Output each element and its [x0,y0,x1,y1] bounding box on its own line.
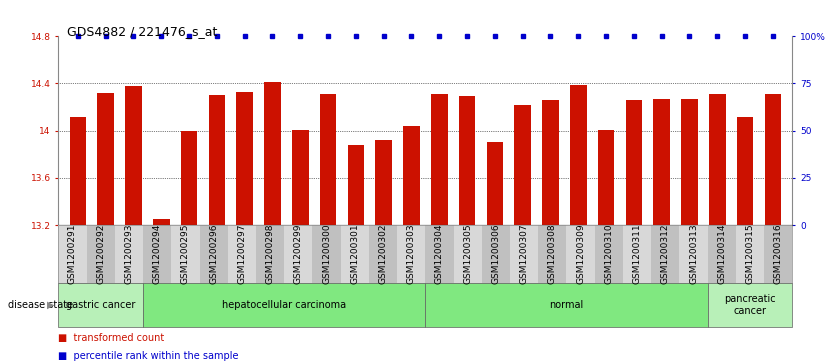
Bar [765,94,781,363]
Text: GSM1200296: GSM1200296 [209,224,219,284]
Text: GSM1200311: GSM1200311 [632,224,641,285]
Text: GSM1200309: GSM1200309 [576,224,585,285]
Bar [459,97,475,363]
Text: pancreatic
cancer: pancreatic cancer [724,294,776,316]
Bar [709,94,726,363]
Text: ■  percentile rank within the sample: ■ percentile rank within the sample [58,351,239,361]
Bar [542,100,559,363]
Text: normal: normal [550,300,584,310]
Text: GSM1200293: GSM1200293 [124,224,133,284]
Text: GSM1200314: GSM1200314 [717,224,726,284]
Text: ▶: ▶ [47,300,54,310]
Text: GSM1200295: GSM1200295 [181,224,190,284]
Bar [292,130,309,363]
Bar [598,130,615,363]
Bar [570,85,586,363]
Text: GSM1200306: GSM1200306 [491,224,500,285]
Text: GSM1200297: GSM1200297 [238,224,246,284]
Text: GSM1200294: GSM1200294 [153,224,162,284]
Text: GSM1200300: GSM1200300 [322,224,331,285]
Text: GSM1200310: GSM1200310 [605,224,613,285]
Bar [626,100,642,363]
Bar [486,142,503,363]
Text: gastric cancer: gastric cancer [66,300,135,310]
Text: GSM1200308: GSM1200308 [548,224,557,285]
Text: GSM1200291: GSM1200291 [68,224,77,284]
Bar [181,131,198,363]
Bar [653,99,670,363]
Bar [98,93,114,363]
Bar [319,94,336,363]
Bar [125,86,142,363]
Text: GSM1200302: GSM1200302 [379,224,388,284]
Text: hepatocellular carcinoma: hepatocellular carcinoma [222,300,346,310]
Bar [236,92,253,363]
Bar [208,95,225,363]
Text: GSM1200312: GSM1200312 [661,224,670,284]
Bar [69,117,86,363]
Bar [375,140,392,363]
Bar [264,82,281,363]
Text: GSM1200305: GSM1200305 [463,224,472,285]
Text: GSM1200315: GSM1200315 [746,224,755,285]
Text: GSM1200301: GSM1200301 [350,224,359,285]
Bar [348,145,364,363]
Bar [431,94,448,363]
Text: GSM1200313: GSM1200313 [689,224,698,285]
Bar [515,105,531,363]
Text: disease state: disease state [8,300,73,310]
Bar [681,99,698,363]
Text: GSM1200299: GSM1200299 [294,224,303,284]
Bar [736,117,753,363]
Text: GSM1200292: GSM1200292 [96,224,105,284]
Text: GSM1200316: GSM1200316 [774,224,782,285]
Text: GSM1200303: GSM1200303 [407,224,415,285]
Text: GSM1200307: GSM1200307 [520,224,529,285]
Text: ■  transformed count: ■ transformed count [58,333,164,343]
Text: GSM1200304: GSM1200304 [435,224,444,284]
Bar [403,126,420,363]
Text: GSM1200298: GSM1200298 [265,224,274,284]
Text: GDS4882 / 221476_s_at: GDS4882 / 221476_s_at [67,25,217,38]
Bar [153,219,169,363]
